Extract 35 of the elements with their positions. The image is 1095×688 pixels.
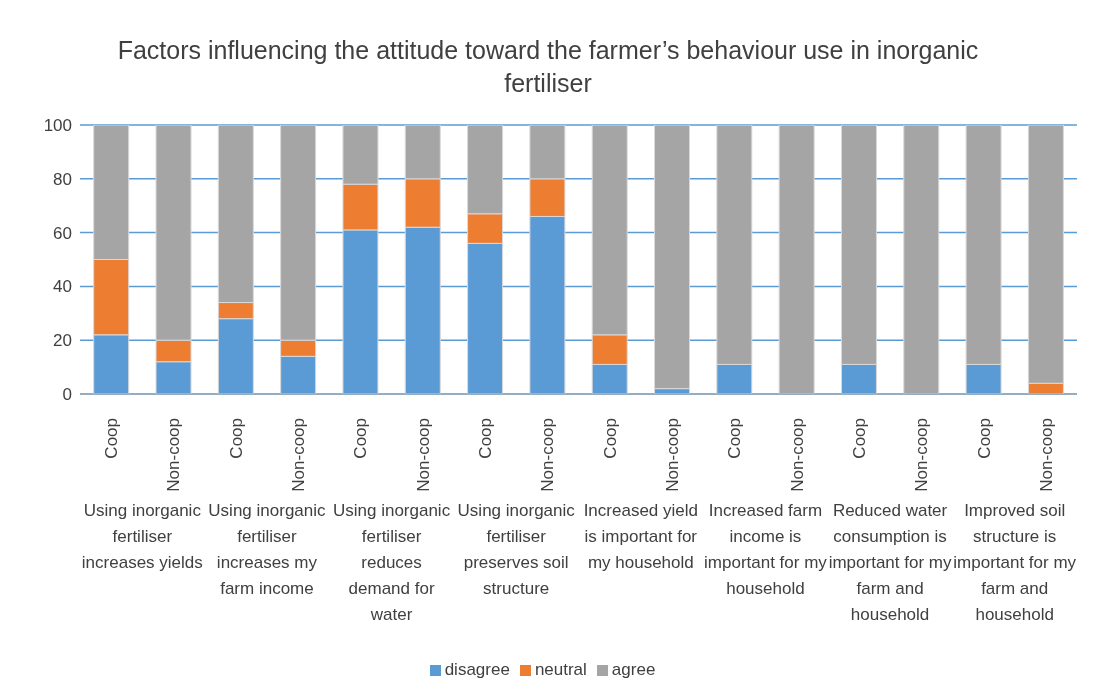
bar: [654, 125, 691, 390]
text: Reduced water consumption is important for my farm and household: [827, 500, 953, 626]
legend-label: disagree: [444, 660, 510, 679]
text: Using inorganic fertiliser increases yields: [80, 500, 204, 574]
y-tick-label: 60: [53, 223, 72, 243]
text: Increased yield is important for my household: [582, 500, 699, 574]
legend-label: neutral: [534, 660, 587, 679]
text: Using inorganic fertiliser preserves soil structure: [456, 500, 576, 600]
y-tick-label: 80: [53, 169, 72, 189]
text: Using inorganic fertiliser increases my farm income: [207, 500, 327, 600]
x-tick-label: Coop: [351, 418, 371, 459]
x-tick-label: Coop: [102, 418, 122, 459]
y-tick-label: 0: [62, 385, 72, 405]
text: Increased farm income is important for my household: [703, 500, 828, 600]
x-tick-label: Non-coop: [289, 418, 309, 492]
x-tick-label: Non-coop: [662, 418, 682, 492]
x-tick-label: Non-coop: [787, 418, 807, 492]
x-tick-label: Non-coop: [1036, 418, 1056, 492]
x-tick-label: Coop: [600, 418, 620, 459]
x-tick-label: Coop: [725, 418, 745, 459]
y-tick-label: 20: [53, 331, 72, 351]
y-tick-label: 40: [53, 277, 72, 297]
x-tick-label: Non-coop: [538, 418, 558, 492]
text: Using inorganic fertiliser reduces demand for water: [331, 500, 452, 626]
x-tick-label: Coop: [226, 418, 246, 459]
x-tick-label: Coop: [476, 418, 496, 459]
text: Improved soil structure is important for my farm and household: [952, 500, 1077, 626]
x-tick-label: Non-coop: [413, 418, 433, 492]
x-tick-label: Non-coop: [164, 418, 184, 492]
x-tick-label: Non-coop: [912, 418, 932, 492]
legend-label: agree: [611, 660, 656, 679]
chart-title: Factors influencing the attitude toward the farmer’s behaviour use in inorganic fertiliser: [116, 35, 980, 99]
y-tick-label: 100: [43, 116, 72, 136]
x-tick-label: Coop: [849, 418, 869, 459]
x-tick-label: Coop: [974, 418, 994, 459]
